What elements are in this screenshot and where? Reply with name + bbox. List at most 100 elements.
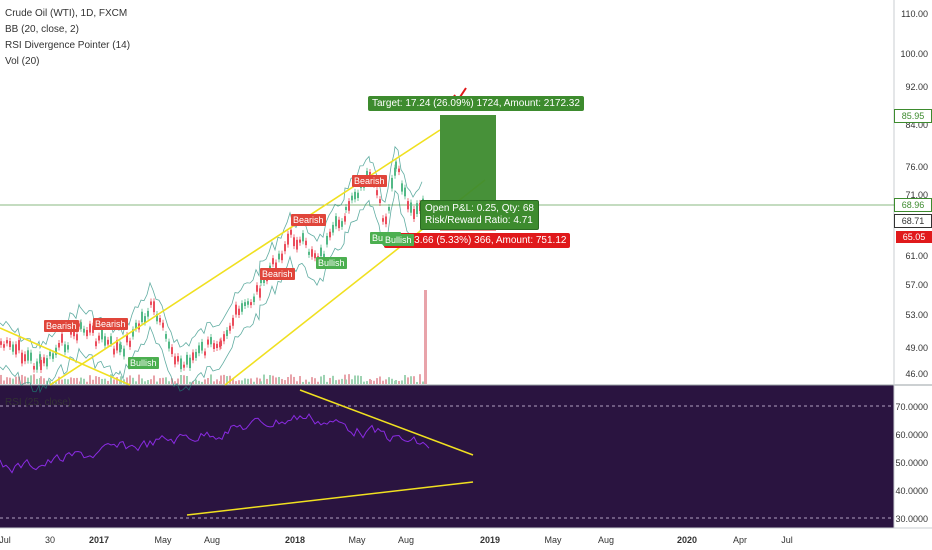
volume-bar xyxy=(407,377,409,384)
rsi-tick-label: 70.0000 xyxy=(895,402,928,412)
candle-body xyxy=(12,344,14,352)
candle-body xyxy=(113,348,115,355)
candle-body xyxy=(61,333,63,343)
candle-body xyxy=(64,344,66,353)
candle-body xyxy=(73,331,75,337)
indicator-volume-label[interactable]: Vol (20) xyxy=(5,56,40,67)
candle-body xyxy=(388,207,390,211)
volume-bar xyxy=(204,379,206,384)
volume-bar xyxy=(58,376,60,384)
volume-bar xyxy=(138,374,140,384)
candle-body xyxy=(220,340,222,346)
candle-body xyxy=(180,358,182,370)
volume-bar xyxy=(55,381,57,384)
candle-body xyxy=(147,310,149,317)
price-badge: 68.71 xyxy=(894,214,932,228)
volume-bar xyxy=(344,374,346,384)
volume-bar xyxy=(299,376,301,384)
volume-bar xyxy=(305,379,307,384)
volume-bar xyxy=(345,379,347,384)
candle-body xyxy=(259,288,261,298)
risk-reward-text: Risk/Reward Ratio: 4.71 xyxy=(425,215,533,226)
candle-body xyxy=(6,340,8,344)
volume-bar xyxy=(281,378,283,384)
time-tick-label: Jul xyxy=(781,535,793,545)
volume-bar xyxy=(153,375,155,384)
time-axis[interactable]: Jul 30 2017 May Aug 2018 May Aug 2019 May Aug 2020 A… xyxy=(0,530,894,550)
volume-bar xyxy=(223,374,225,384)
candle-body xyxy=(123,348,125,357)
indicator-rsi-divergence-label[interactable]: RSI Divergence Pointer (14) xyxy=(5,40,131,51)
volume-bar xyxy=(388,377,390,384)
candle-body xyxy=(326,235,328,245)
bearish-signal: Bearish xyxy=(44,320,79,332)
bullish-signal: Bullish xyxy=(383,234,414,246)
candle-body xyxy=(162,322,164,328)
volume-bar xyxy=(293,376,295,384)
candle-body xyxy=(351,195,353,201)
volume-bar xyxy=(110,374,112,384)
volume-bar xyxy=(171,378,173,384)
volume-bar xyxy=(92,379,94,384)
volume-bar xyxy=(416,381,418,384)
volume-bar xyxy=(317,381,319,384)
stop-label[interactable]: Stop: 3.66 (5.33%) 366, Amount: 751.12 xyxy=(384,233,571,248)
candle-body xyxy=(80,322,82,329)
bullish-signal: Bullish xyxy=(128,357,159,369)
volume-bar xyxy=(241,380,243,384)
volume-bar xyxy=(244,378,246,384)
candle-body xyxy=(296,239,298,250)
volume-bar xyxy=(314,378,316,384)
rsi-line xyxy=(0,413,430,474)
candle-body xyxy=(407,201,409,210)
price-axis[interactable]: 110.00100.0092.0084.0076.0071.0065.0061.… xyxy=(894,0,932,530)
volume-bar xyxy=(250,378,252,384)
pnl-box[interactable]: Open P&L: 0.25, Qty: 68 Risk/Reward Rati… xyxy=(420,200,539,230)
time-tick-label: 2017 xyxy=(88,535,110,545)
time-tick-label: Apr xyxy=(732,535,748,545)
candle-body xyxy=(376,190,378,196)
candle-body xyxy=(104,336,106,346)
volume-bar xyxy=(141,378,143,384)
candle-body xyxy=(9,341,11,348)
candle-body xyxy=(144,316,146,323)
candle-body xyxy=(226,330,228,336)
volume-spike xyxy=(424,290,427,384)
candle-body xyxy=(223,334,225,342)
time-tick-label: 2018 xyxy=(284,535,306,545)
candle-body xyxy=(232,317,234,326)
time-tick-label: May xyxy=(544,535,562,545)
candle-body xyxy=(244,302,246,307)
candle-body xyxy=(410,202,412,213)
candle-body xyxy=(253,296,255,303)
indicator-bb-label[interactable]: BB (20, close, 2) xyxy=(5,24,79,35)
symbol-title[interactable]: Crude Oil (WTI), 1D, FXCM xyxy=(5,8,128,19)
candle-body xyxy=(341,221,343,227)
candle-body xyxy=(311,249,313,257)
candle-body xyxy=(168,341,170,349)
time-tick-label: May xyxy=(348,535,366,545)
candle-body xyxy=(398,168,400,173)
volume-bar xyxy=(272,375,274,384)
candle-body xyxy=(110,336,112,344)
rsi-pane-label[interactable]: RSI (25, close) xyxy=(5,397,72,408)
volume-bar xyxy=(269,375,271,384)
candle-body xyxy=(308,251,310,255)
bearish-signal: Bearish xyxy=(291,214,326,226)
candle-body xyxy=(241,303,243,312)
volume-bar xyxy=(332,375,334,384)
volume-bar xyxy=(213,381,215,384)
target-zone xyxy=(440,115,496,205)
candle-body xyxy=(192,352,194,361)
target-label[interactable]: Target: 17.24 (26.09%) 1724, Amount: 217… xyxy=(368,96,584,111)
volume-bar xyxy=(24,376,26,384)
candle-body xyxy=(129,340,131,347)
candle-body xyxy=(394,167,396,176)
volume-bar xyxy=(101,378,103,384)
price-tick-label: 71.00 xyxy=(905,190,928,200)
candle-body xyxy=(39,354,41,364)
volume-bar xyxy=(147,380,149,384)
volume-bar xyxy=(183,375,185,384)
